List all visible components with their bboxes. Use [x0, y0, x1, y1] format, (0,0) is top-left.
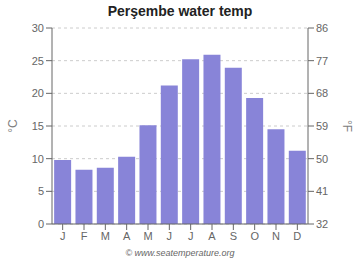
svg-text:77: 77	[316, 55, 328, 67]
svg-text:5: 5	[38, 185, 44, 197]
svg-text:10: 10	[32, 153, 44, 165]
svg-text:15: 15	[32, 120, 44, 132]
svg-text:D: D	[293, 230, 301, 242]
svg-text:°F: °F	[340, 120, 352, 132]
html-text:Perşembe water temp: Perşembe water temp	[107, 3, 253, 19]
svg-text:86: 86	[316, 22, 328, 34]
svg-text:59: 59	[316, 120, 328, 132]
svg-text:A: A	[208, 230, 216, 242]
svg-text:J: J	[167, 230, 173, 242]
svg-text:41: 41	[316, 185, 328, 197]
svg-text:M: M	[143, 230, 152, 242]
svg-text:0: 0	[38, 218, 44, 230]
svg-text:J: J	[60, 230, 66, 242]
svg-text:25: 25	[32, 55, 44, 67]
svg-text:50: 50	[316, 153, 328, 165]
svg-text:J: J	[188, 230, 194, 242]
svg-text:N: N	[272, 230, 280, 242]
svg-text:O: O	[250, 230, 259, 242]
svg-text:30: 30	[32, 22, 44, 34]
html-text:© www.seatemperature.org: © www.seatemperature.org	[125, 248, 235, 258]
svg-text:32: 32	[316, 218, 328, 230]
svg-text:A: A	[123, 230, 131, 242]
svg-text:S: S	[230, 230, 237, 242]
svg-text:F: F	[81, 230, 88, 242]
svg-text:20: 20	[32, 87, 44, 99]
svg-text:°C: °C	[8, 119, 20, 133]
svg-text:M: M	[101, 230, 110, 242]
svg-text:68: 68	[316, 87, 328, 99]
